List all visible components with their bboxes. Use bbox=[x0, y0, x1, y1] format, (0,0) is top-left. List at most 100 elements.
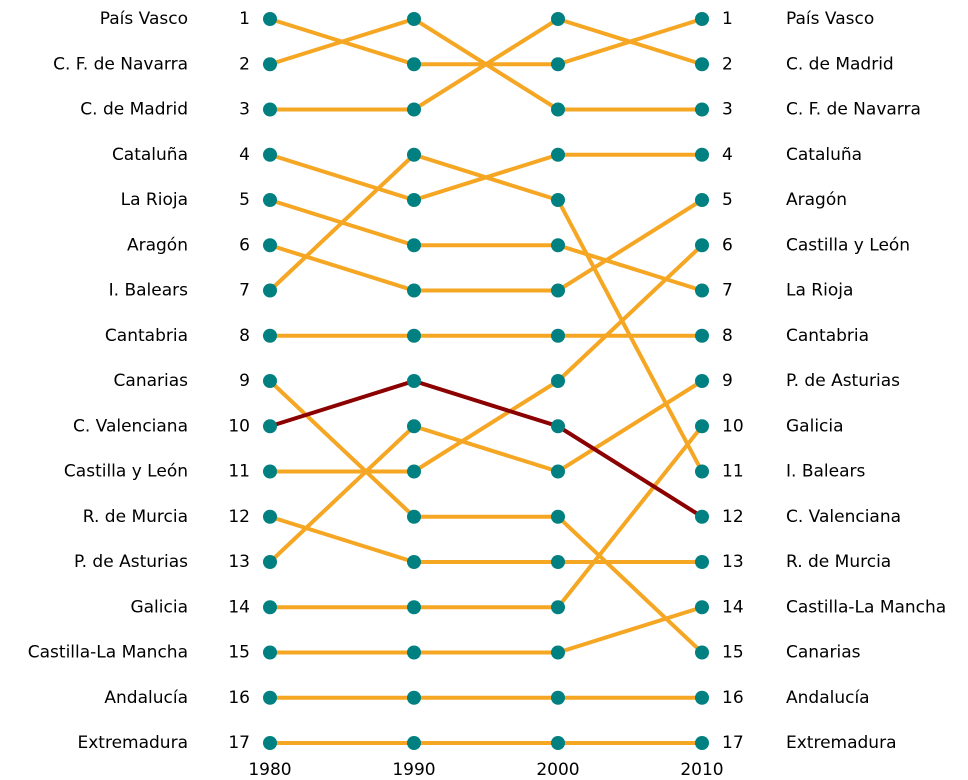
y-tick-label: 4 bbox=[239, 145, 250, 165]
y-tick-label: 8 bbox=[722, 326, 733, 346]
right-label: C. F. de Navarra bbox=[786, 100, 921, 120]
marker bbox=[263, 736, 277, 750]
marker bbox=[407, 238, 421, 253]
x-tick-label: 1980 bbox=[248, 760, 291, 780]
marker bbox=[695, 328, 709, 343]
right-label: Aragón bbox=[786, 190, 847, 210]
y-tick-label: 4 bbox=[722, 145, 733, 165]
marker bbox=[551, 57, 565, 72]
marker bbox=[551, 12, 565, 26]
right-label: Cataluña bbox=[786, 145, 862, 165]
marker bbox=[695, 555, 709, 569]
marker bbox=[263, 328, 277, 343]
lines bbox=[268, 16, 704, 745]
y-tick-label: 10 bbox=[722, 416, 744, 436]
series-line bbox=[270, 16, 703, 112]
marker bbox=[407, 736, 421, 750]
left-label: R. de Murcia bbox=[83, 507, 188, 527]
right-label: La Rioja bbox=[786, 281, 853, 301]
x-tick-label: 1990 bbox=[392, 760, 435, 780]
y-tick-label: 12 bbox=[722, 507, 744, 527]
left-label: Cataluña bbox=[112, 145, 188, 165]
marker bbox=[695, 690, 709, 705]
series-line bbox=[270, 425, 704, 610]
y-tick-label: 9 bbox=[722, 371, 733, 391]
y-tick-label: 2 bbox=[722, 54, 733, 74]
y-tick-label: 13 bbox=[722, 552, 744, 572]
y-tick-label: 15 bbox=[722, 643, 744, 663]
y-tick-label: 10 bbox=[228, 416, 250, 436]
marker bbox=[263, 509, 277, 524]
y-tick-label: 13 bbox=[228, 552, 250, 572]
marker bbox=[551, 600, 565, 615]
marker bbox=[551, 374, 565, 388]
marker bbox=[407, 147, 421, 162]
marker bbox=[551, 102, 565, 117]
marker bbox=[263, 419, 277, 434]
marker bbox=[407, 464, 421, 479]
y-tick-label: 11 bbox=[228, 462, 250, 482]
marker bbox=[551, 238, 565, 253]
y-tick-label: 1 bbox=[722, 9, 733, 29]
left-label: C. F. de Navarra bbox=[53, 54, 188, 74]
marker bbox=[551, 555, 565, 569]
marker bbox=[695, 102, 709, 117]
left-label: La Rioja bbox=[121, 190, 188, 210]
y-tick-label: 11 bbox=[722, 462, 744, 482]
marker bbox=[551, 283, 565, 298]
marker bbox=[407, 12, 421, 26]
series-line bbox=[268, 379, 704, 654]
marker bbox=[407, 419, 421, 434]
marker bbox=[407, 193, 421, 207]
marker bbox=[407, 102, 421, 117]
left-label: País Vasco bbox=[100, 9, 188, 29]
y-tick-label: 17 bbox=[228, 733, 250, 753]
series-line bbox=[269, 17, 703, 67]
marker bbox=[695, 464, 709, 479]
y-tick-label: 16 bbox=[228, 688, 250, 708]
series-line bbox=[270, 605, 703, 655]
marker bbox=[263, 57, 277, 72]
y-tick-label: 12 bbox=[228, 507, 250, 527]
left-label: Canarias bbox=[114, 371, 189, 391]
marker bbox=[263, 374, 277, 388]
marker bbox=[551, 690, 565, 705]
marker bbox=[695, 736, 709, 750]
marker bbox=[695, 419, 709, 434]
right-label: Castilla-La Mancha bbox=[786, 597, 946, 617]
left-label: I. Balears bbox=[109, 281, 188, 301]
right-label: C. de Madrid bbox=[786, 54, 894, 74]
left-label: Andalucía bbox=[104, 688, 188, 708]
marker bbox=[551, 328, 565, 343]
marker bbox=[263, 12, 277, 26]
y-tick-label: 16 bbox=[722, 688, 744, 708]
right-label: P. de Asturias bbox=[786, 371, 900, 391]
left-label: Extremadura bbox=[78, 733, 189, 753]
marker bbox=[695, 645, 709, 660]
y-tick-label: 17 bbox=[722, 733, 744, 753]
right-label: C. Valenciana bbox=[786, 507, 901, 527]
y-tick-label: 2 bbox=[239, 54, 250, 74]
marker bbox=[263, 193, 277, 207]
marker bbox=[695, 600, 709, 615]
left-label: Castilla-La Mancha bbox=[28, 643, 188, 663]
right-label: R. de Murcia bbox=[786, 552, 891, 572]
y-tick-label: 5 bbox=[239, 190, 250, 210]
marker bbox=[263, 555, 277, 569]
left-label: Cantabria bbox=[105, 326, 188, 346]
marker bbox=[407, 328, 421, 343]
marker bbox=[263, 147, 277, 162]
right-label: Andalucía bbox=[786, 688, 870, 708]
marker bbox=[407, 645, 421, 660]
y-tick-label: 7 bbox=[239, 281, 250, 301]
marker bbox=[263, 645, 277, 660]
marker bbox=[551, 464, 565, 479]
marker bbox=[407, 690, 421, 705]
y-tick-label: 8 bbox=[239, 326, 250, 346]
marker bbox=[263, 283, 277, 298]
marker bbox=[551, 193, 565, 207]
marker bbox=[263, 600, 277, 615]
y-tick-label: 15 bbox=[228, 643, 250, 663]
series-line bbox=[269, 378, 704, 519]
